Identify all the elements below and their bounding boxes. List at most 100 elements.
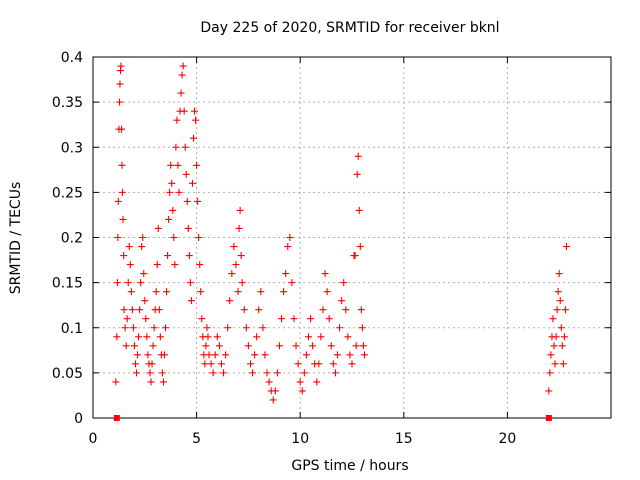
data-point <box>139 234 147 241</box>
data-point <box>257 288 265 296</box>
data-point <box>271 387 279 395</box>
y-tick-label: 0.1 <box>61 321 83 337</box>
data-point <box>296 378 304 386</box>
data-point <box>137 279 145 287</box>
data-point-square <box>545 415 552 421</box>
data-point <box>159 378 167 386</box>
data-point <box>188 179 196 187</box>
data-point <box>288 279 296 287</box>
data-point <box>240 306 248 314</box>
data-point <box>197 288 205 296</box>
data-point <box>117 62 125 70</box>
data-point <box>118 161 126 169</box>
data-point <box>313 378 321 386</box>
data-point <box>286 234 294 241</box>
data-point <box>182 170 190 178</box>
data-point <box>561 306 569 314</box>
data-point <box>331 369 339 377</box>
data-point <box>177 89 185 97</box>
data-point <box>315 360 323 368</box>
data-point <box>255 306 263 314</box>
data-point <box>545 387 553 395</box>
data-point <box>178 71 186 79</box>
data-point <box>300 369 308 377</box>
data-point <box>261 351 269 359</box>
data-point <box>113 333 121 341</box>
y-tick-label: 0.3 <box>61 140 83 156</box>
data-point <box>338 297 346 305</box>
data-point <box>230 243 238 251</box>
data-point <box>118 188 126 196</box>
data-point <box>134 351 142 359</box>
data-point <box>559 360 567 368</box>
data-point <box>246 360 254 368</box>
data-point <box>135 333 143 341</box>
data-point <box>333 351 341 359</box>
data-point <box>164 252 172 260</box>
data-point <box>183 197 191 205</box>
data-points <box>112 62 570 421</box>
data-point <box>323 288 331 296</box>
data-point <box>120 306 128 314</box>
data-point <box>352 342 360 350</box>
data-point <box>307 315 315 323</box>
data-point <box>224 324 232 332</box>
data-point <box>327 342 335 350</box>
x-tick-label: 5 <box>192 431 201 447</box>
data-point <box>550 342 558 350</box>
data-point <box>348 360 356 368</box>
data-point <box>203 324 211 332</box>
grid-lines <box>93 57 611 418</box>
data-point <box>146 369 154 377</box>
data-point <box>185 252 193 260</box>
data-point <box>294 360 302 368</box>
data-point <box>284 243 292 251</box>
chart-title: Day 225 of 2020, SRMTID for receiver bkn… <box>200 20 499 36</box>
data-point <box>325 315 333 323</box>
data-point <box>204 333 212 341</box>
data-point <box>555 270 563 278</box>
y-tick-label: 0 <box>74 411 83 427</box>
data-point <box>187 297 195 305</box>
data-point <box>129 324 137 332</box>
data-point <box>354 152 362 160</box>
data-point <box>351 252 359 260</box>
data-point <box>259 324 267 332</box>
data-point <box>205 351 213 359</box>
data-point <box>304 333 312 341</box>
data-point <box>114 234 122 241</box>
data-point <box>143 333 151 341</box>
data-point <box>235 224 243 232</box>
data-point <box>156 333 164 341</box>
data-point <box>114 197 122 205</box>
data-point <box>232 261 240 269</box>
data-point <box>554 288 562 296</box>
data-point <box>222 351 230 359</box>
data-point <box>191 107 199 115</box>
data-point <box>140 270 148 278</box>
data-point <box>546 369 554 377</box>
data-point <box>282 270 290 278</box>
data-point <box>112 378 120 386</box>
data-point <box>344 333 352 341</box>
data-point <box>220 369 228 377</box>
data-point <box>251 351 259 359</box>
data-point <box>121 324 129 332</box>
data-point <box>213 333 221 341</box>
data-point <box>196 261 204 269</box>
data-point <box>356 243 364 251</box>
data-point <box>263 369 271 377</box>
data-point <box>302 351 310 359</box>
data-point <box>558 342 566 350</box>
x-axis-label: GPS time / hours <box>291 458 408 474</box>
data-point <box>237 252 245 260</box>
data-point <box>130 342 138 350</box>
data-point <box>181 143 189 151</box>
data-point <box>309 342 317 350</box>
data-point <box>180 107 188 115</box>
data-point <box>123 315 131 323</box>
data-point <box>148 360 156 368</box>
data-point <box>195 234 203 241</box>
data-point <box>147 378 155 386</box>
data-point <box>192 116 200 124</box>
